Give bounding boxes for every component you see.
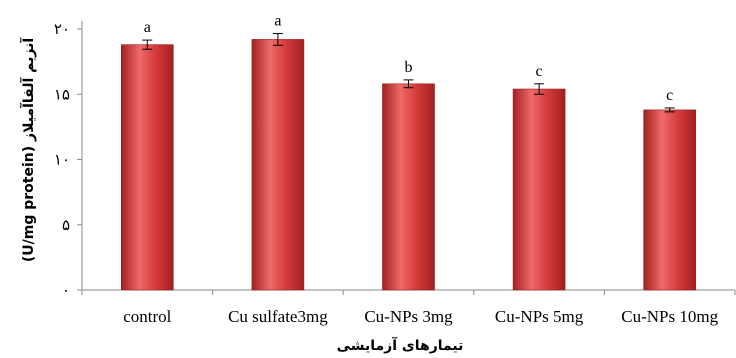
significance-label: c [536, 63, 543, 80]
x-tick-label: control [123, 307, 171, 326]
y-tick-label: ۱۵ [54, 87, 70, 103]
bar [121, 44, 174, 291]
x-axis-title: تیمارهای آزمایشی [337, 336, 464, 354]
significance-label: a [274, 13, 281, 30]
y-axis-title: آنزیم آلفاآمیلاز (U/mg protein) [19, 37, 37, 262]
x-tick-label: Cu sulfate3mg [228, 307, 328, 326]
bar [643, 109, 697, 291]
y-tick-label: ۲۰ [54, 22, 70, 38]
plot-area: ۰ ۵ ۱۰ ۱۵ ۲۰ a control a Cu sulfate3mg b Cu-NPs 3m… [54, 13, 736, 326]
x-tick-label: Cu-NPs 3mg [364, 307, 453, 326]
y-tick-label: ۱۰ [54, 153, 70, 169]
bar [251, 39, 305, 291]
significance-label: b [405, 59, 413, 76]
significance-label: a [144, 19, 151, 36]
y-tick-label: ۰ [62, 283, 70, 299]
y-tick-label: ۵ [62, 218, 70, 234]
bar [382, 83, 435, 291]
x-tick-label: Cu-NPs 5mg [495, 307, 584, 326]
significance-label: c [666, 87, 673, 104]
x-tick-label: Cu-NPs 10mg [621, 307, 718, 326]
bar [512, 88, 566, 291]
